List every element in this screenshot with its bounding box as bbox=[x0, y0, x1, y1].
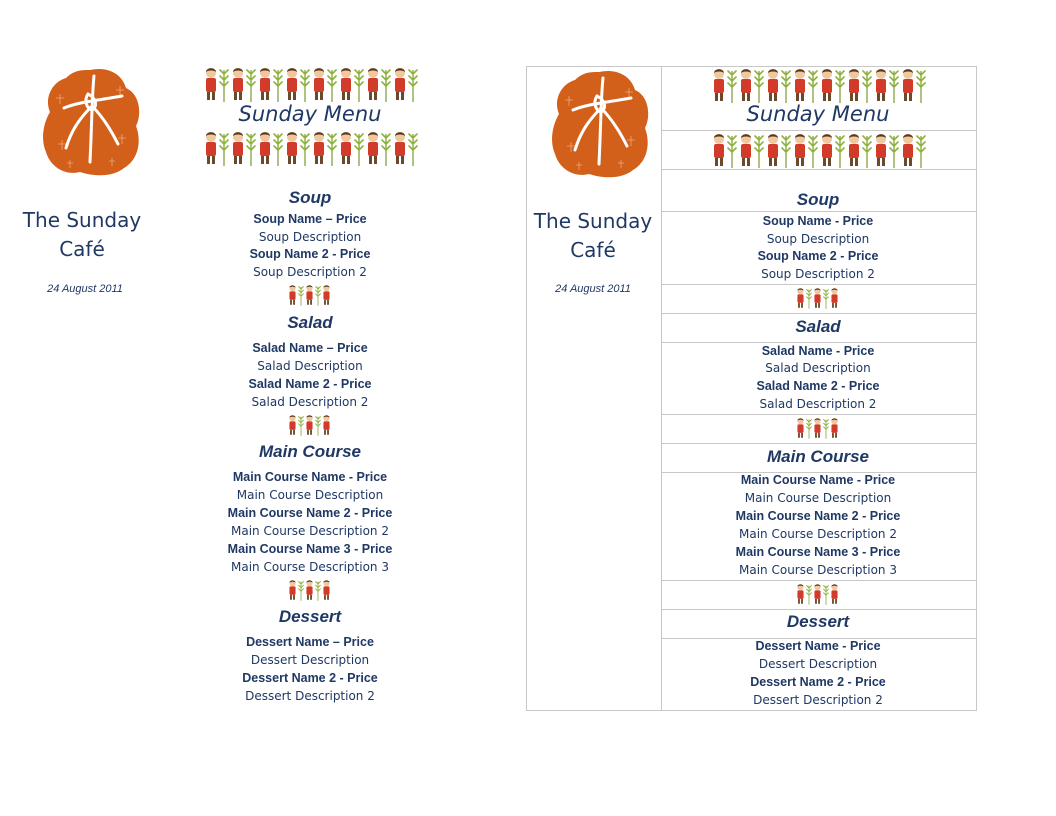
salad-desc-1: Salad Description bbox=[765, 361, 871, 375]
menu-table-frame bbox=[526, 66, 977, 711]
salad-heading: Salad bbox=[287, 313, 333, 332]
main-course-name-2: Main Course Name 2 - Price bbox=[735, 509, 901, 523]
soup-name-2: Soup Name 2 - Price bbox=[757, 249, 879, 263]
banner-top-icon bbox=[710, 67, 926, 103]
row-divider bbox=[661, 284, 977, 285]
row-divider bbox=[661, 414, 977, 415]
cafe-name: The Sunday Café bbox=[513, 207, 673, 265]
main-course-name-1: Main Course Name - Price bbox=[740, 473, 896, 487]
soup-name-2: Soup Name 2 - Price bbox=[249, 247, 371, 261]
main-course-name-3: Main Course Name 3 - Price bbox=[227, 542, 393, 556]
cafe-name-line2: Café bbox=[59, 237, 105, 261]
soup-name-1: Soup Name – Price bbox=[253, 212, 367, 226]
dessert-heading: Dessert bbox=[786, 612, 850, 631]
soup-desc-2: Soup Description 2 bbox=[761, 267, 875, 281]
row-divider bbox=[661, 342, 977, 343]
main-course-desc-1: Main Course Description bbox=[744, 491, 892, 505]
cafe-name-line1: The Sunday bbox=[533, 209, 653, 233]
main-course-desc-3: Main Course Description 3 bbox=[739, 563, 897, 577]
dessert-name-1: Dessert Name – Price bbox=[246, 635, 374, 649]
dessert-name-2: Dessert Name 2 - Price bbox=[242, 671, 378, 685]
banner-bottom-icon bbox=[710, 132, 926, 168]
cross-logo-icon bbox=[551, 66, 651, 180]
banner-bottom-icon bbox=[202, 130, 418, 166]
dessert-desc-1: Dessert Description bbox=[250, 653, 370, 667]
dessert-name-2: Dessert Name 2 - Price bbox=[750, 675, 886, 689]
dessert-desc-2: Dessert Description 2 bbox=[753, 693, 883, 707]
row-divider bbox=[661, 313, 977, 314]
soup-heading: Soup bbox=[288, 188, 332, 207]
main-course-name-2: Main Course Name 2 - Price bbox=[227, 506, 393, 520]
dessert-desc-1: Dessert Description bbox=[758, 657, 878, 671]
main-course-heading: Main Course bbox=[766, 447, 870, 466]
main-course-name-3: Main Course Name 3 - Price bbox=[735, 545, 901, 559]
dessert-desc-2: Dessert Description 2 bbox=[245, 689, 375, 703]
salad-desc-2: Salad Description 2 bbox=[251, 395, 369, 409]
banner-top-icon bbox=[202, 66, 418, 102]
row-divider bbox=[661, 472, 977, 473]
row-divider bbox=[661, 130, 977, 131]
soup-desc-1: Soup Description bbox=[766, 232, 870, 246]
cafe-name-line2: Café bbox=[570, 238, 616, 262]
dessert-heading: Dessert bbox=[278, 607, 342, 626]
row-divider bbox=[661, 638, 977, 639]
cafe-name-line1: The Sunday bbox=[22, 208, 142, 232]
soup-desc-1: Soup Description bbox=[258, 230, 362, 244]
row-divider bbox=[661, 211, 977, 212]
row-divider bbox=[661, 169, 977, 170]
column-divider bbox=[661, 66, 662, 711]
soup-heading: Soup bbox=[796, 190, 840, 209]
menu-title: Sunday Menu bbox=[746, 102, 890, 126]
salad-name-2: Salad Name 2 - Price bbox=[756, 379, 880, 393]
soup-name-1: Soup Name - Price bbox=[762, 214, 874, 228]
cross-logo-icon bbox=[42, 64, 142, 178]
salad-name-2: Salad Name 2 - Price bbox=[248, 377, 372, 391]
divider-icon bbox=[795, 417, 840, 439]
divider-icon bbox=[287, 579, 332, 601]
salad-heading: Salad bbox=[795, 317, 841, 336]
main-course-desc-2: Main Course Description 2 bbox=[231, 524, 389, 538]
cafe-date: 24 August 2011 bbox=[555, 283, 631, 295]
salad-name-1: Salad Name - Price bbox=[761, 344, 875, 358]
main-course-name-1: Main Course Name - Price bbox=[232, 470, 388, 484]
cafe-date: 24 August 2011 bbox=[47, 283, 123, 295]
main-course-desc-1: Main Course Description bbox=[236, 488, 384, 502]
soup-desc-2: Soup Description 2 bbox=[253, 265, 367, 279]
salad-desc-1: Salad Description bbox=[257, 359, 363, 373]
row-divider bbox=[661, 580, 977, 581]
main-course-heading: Main Course bbox=[258, 442, 362, 461]
divider-icon bbox=[795, 287, 840, 309]
divider-icon bbox=[287, 284, 332, 306]
row-divider bbox=[661, 443, 977, 444]
menu-title: Sunday Menu bbox=[238, 102, 382, 126]
dessert-name-1: Dessert Name - Price bbox=[755, 639, 881, 653]
row-divider bbox=[661, 609, 977, 610]
divider-icon bbox=[287, 414, 332, 436]
salad-desc-2: Salad Description 2 bbox=[759, 397, 877, 411]
main-course-desc-2: Main Course Description 2 bbox=[739, 527, 897, 541]
divider-icon bbox=[795, 583, 840, 605]
main-course-desc-3: Main Course Description 3 bbox=[231, 560, 389, 574]
cafe-name: The Sunday Café bbox=[2, 206, 162, 264]
salad-name-1: Salad Name – Price bbox=[252, 341, 368, 355]
